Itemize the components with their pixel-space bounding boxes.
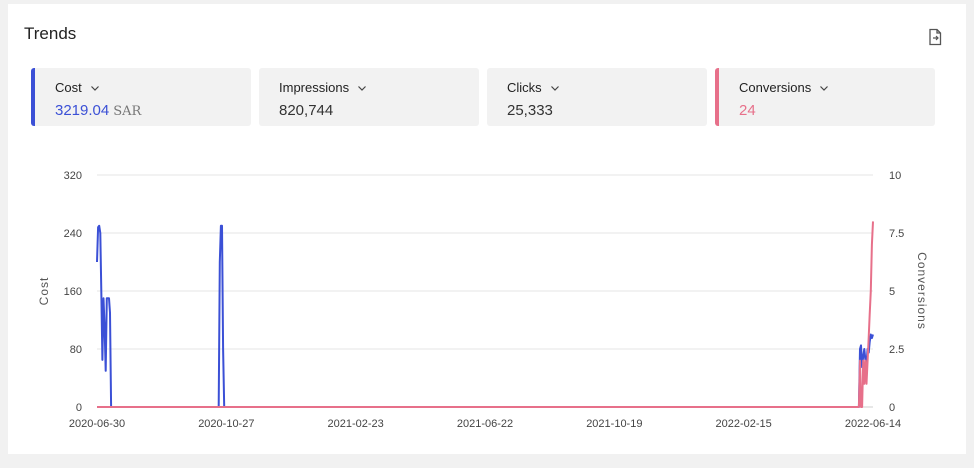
x-tick-label: 2020-06-30 — [69, 418, 125, 430]
metric-unit: SAR — [113, 104, 142, 119]
metric-value: 25,333 — [507, 102, 553, 119]
y-left-tick-label: 0 — [76, 402, 82, 414]
y-axis-left-title: Cost — [37, 277, 51, 306]
y-left-tick-label: 160 — [64, 286, 82, 298]
y-axis-right: 0 2.5 5 7.5 10 — [889, 170, 904, 414]
metric-card-cost[interactable]: Cost 3219.04 SAR — [31, 68, 251, 126]
chevron-down-icon — [550, 85, 559, 91]
metric-dropdown-clicks[interactable]: Clicks — [507, 80, 560, 95]
x-tick-label: 2022-02-15 — [716, 418, 772, 430]
x-tick-label: 2021-10-19 — [586, 418, 642, 430]
metric-dropdown-cost[interactable]: Cost — [55, 80, 100, 95]
metric-value: 24 — [739, 102, 756, 119]
y-right-tick-label: 10 — [889, 170, 901, 182]
metric-label: Conversions — [739, 80, 812, 95]
series-line-conversions — [97, 221, 874, 408]
chart-series — [96, 221, 874, 408]
y-left-tick-label: 320 — [64, 170, 82, 182]
trends-card: Trends Cost 3219.04 SAR Impressions 820,7… — [8, 4, 966, 454]
metric-label: Cost — [55, 80, 82, 95]
metric-label: Impressions — [279, 80, 350, 95]
y-axis-right-title: Conversions — [915, 252, 929, 330]
y-left-tick-label: 80 — [70, 344, 82, 356]
metric-dropdown-conversions[interactable]: Conversions — [739, 80, 829, 95]
metric-number: 820,744 — [279, 102, 334, 119]
y-right-tick-label: 5 — [889, 286, 895, 298]
metric-number: 24 — [739, 102, 756, 119]
y-axis-left: 0 80 160 240 320 — [64, 170, 82, 414]
x-tick-label: 2020-10-27 — [198, 418, 254, 430]
metric-value: 3219.04 SAR — [55, 102, 141, 119]
chevron-down-icon — [358, 85, 367, 91]
x-tick-label: 2022-06-14 — [845, 418, 901, 430]
chevron-down-icon — [90, 85, 99, 91]
metric-card-clicks[interactable]: Clicks 25,333 — [487, 68, 707, 126]
y-left-tick-label: 240 — [64, 228, 82, 240]
metric-dropdown-impressions[interactable]: Impressions — [279, 80, 367, 95]
metric-card-conversions[interactable]: Conversions 24 — [715, 68, 935, 126]
series-line-cost — [96, 224, 874, 408]
x-tick-label: 2021-02-23 — [328, 418, 384, 430]
chart-grid — [97, 174, 873, 408]
chevron-down-icon — [820, 85, 829, 91]
metric-label: Clicks — [507, 80, 542, 95]
y-right-tick-label: 7.5 — [889, 228, 904, 240]
metric-card-impressions[interactable]: Impressions 820,744 — [259, 68, 479, 126]
x-tick-label: 2021-06-22 — [457, 418, 513, 430]
y-right-tick-label: 2.5 — [889, 344, 904, 356]
x-axis: 2020-06-30 2020-10-27 2021-02-23 2021-06-22… — [69, 418, 901, 430]
card-title: Trends — [24, 24, 77, 43]
file-export-icon[interactable] — [926, 28, 944, 46]
metric-number: 25,333 — [507, 102, 553, 119]
y-right-tick-label: 0 — [889, 402, 895, 414]
metric-number: 3219.04 — [55, 102, 110, 119]
metric-value: 820,744 — [279, 102, 333, 119]
